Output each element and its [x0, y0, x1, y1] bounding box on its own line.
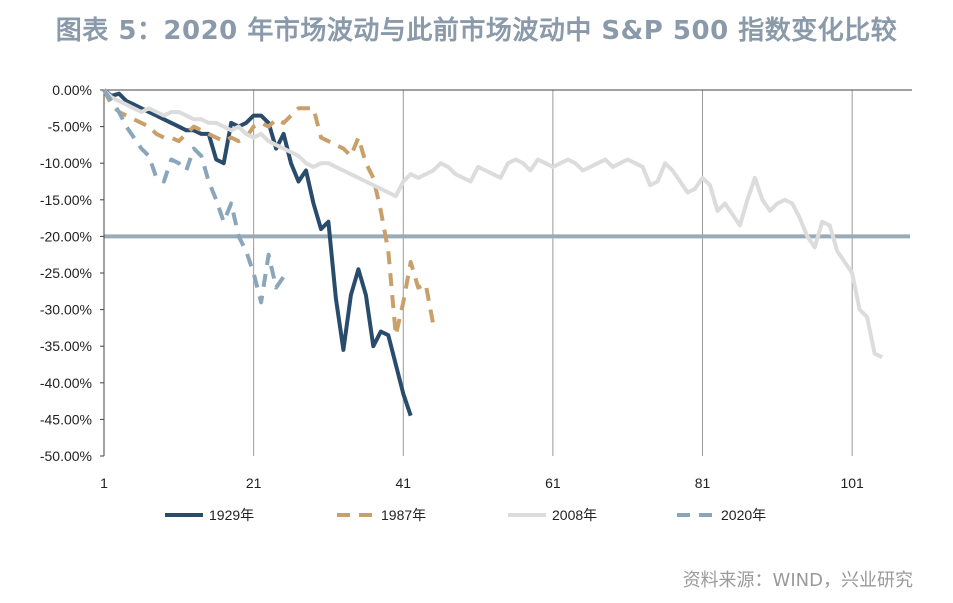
x-tick-label: 61 [545, 475, 561, 491]
x-tick-label: 101 [840, 475, 864, 491]
chart-title: 图表 5：2020 年市场波动与此前市场波动中 S&P 500 指数变化比较 [55, 16, 898, 46]
x-tick-label: 1 [100, 475, 108, 491]
y-tick-label: -5.00% [48, 119, 92, 135]
legend: 1929年 1987年 2008年 2020年 [165, 507, 766, 523]
series-lines [102, 88, 883, 417]
y-tick-label: -10.00% [40, 155, 92, 171]
source-note: 资料来源：WIND，兴业研究 [682, 570, 913, 591]
legend-label: 1987年 [381, 507, 426, 523]
x-tick-label: 81 [695, 475, 711, 491]
y-tick-label: -30.00% [40, 302, 92, 318]
series-line [102, 88, 286, 305]
x-tick-label: 21 [246, 475, 262, 491]
x-tick-label: 41 [395, 475, 411, 491]
axes [100, 89, 912, 457]
y-tick-label: -50.00% [40, 448, 92, 464]
y-tick-label: 0.00% [52, 82, 92, 98]
x-axis-tick-labels: 1 21 41 61 81 101 [100, 475, 864, 491]
y-tick-label: -15.00% [40, 192, 92, 208]
y-tick-label: -20.00% [40, 228, 92, 244]
series-line [102, 88, 883, 359]
y-tick-label: -35.00% [40, 338, 92, 354]
y-tick-label: -40.00% [40, 375, 92, 391]
series-line [102, 89, 436, 338]
y-tick-label: -45.00% [40, 411, 92, 427]
y-axis-tick-labels: 0.00% -5.00% -10.00% -15.00% -20.00% -25.00% -… [40, 82, 92, 464]
series-line [102, 88, 413, 417]
legend-label: 1929年 [209, 507, 254, 523]
y-tick-label: -25.00% [40, 265, 92, 281]
grid-lines [253, 90, 853, 456]
legend-label: 2020年 [721, 507, 766, 523]
legend-label: 2008年 [552, 507, 597, 523]
